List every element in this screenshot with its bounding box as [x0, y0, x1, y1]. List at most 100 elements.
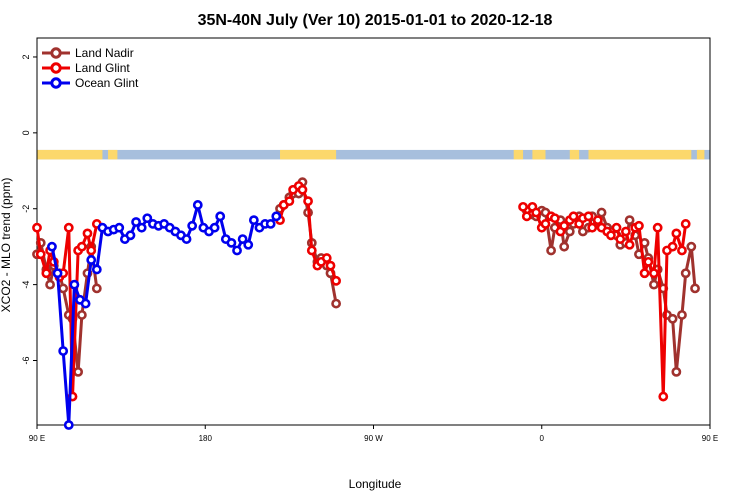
x-tick-label: 90 E	[29, 434, 45, 443]
x-axis: 90 E 180 90 W 0 90 E	[29, 425, 718, 443]
data-point	[331, 275, 342, 286]
data-point	[91, 283, 102, 294]
data-point	[606, 230, 616, 241]
data-point	[649, 279, 659, 290]
data-point	[592, 215, 603, 226]
legend: Land Nadir Land Glint Ocean Glint	[42, 46, 139, 90]
data-point	[549, 213, 560, 224]
map-land	[696, 149, 705, 160]
x-tick-label: 180	[199, 434, 213, 443]
data-point	[76, 310, 87, 320]
y-tick-label: -6	[21, 356, 31, 364]
series-ocean-glint	[47, 200, 282, 430]
legend-item-land-glint: Land Glint	[42, 61, 130, 75]
data-point	[624, 239, 635, 250]
x-axis-label: Longitude	[349, 477, 402, 491]
data-point	[649, 268, 659, 279]
data-point	[181, 234, 192, 244]
data-point	[564, 226, 575, 237]
map-land	[588, 149, 692, 160]
data-point	[303, 196, 313, 207]
data-point	[596, 207, 607, 218]
y-tick-label: 2	[21, 54, 31, 59]
map-land	[532, 149, 546, 160]
data-point	[125, 230, 136, 241]
data-point	[518, 201, 528, 212]
chart-title: 35N-40N July (Ver 10) 2015-01-01 to 2020…	[198, 12, 553, 29]
legend-label: Land Nadir	[75, 46, 134, 60]
data-point	[639, 268, 650, 279]
legend-item-ocean-glint: Ocean Glint	[42, 76, 139, 90]
data-point	[73, 366, 84, 377]
data-point	[69, 279, 80, 290]
series-layer	[32, 177, 700, 430]
data-point	[531, 207, 542, 218]
data-point	[114, 222, 125, 233]
data-point	[546, 245, 556, 256]
data-point	[680, 268, 691, 279]
data-point	[297, 184, 308, 195]
data-point	[52, 268, 63, 279]
data-point	[58, 283, 69, 294]
y-axis: 2 0 -2 -4 -6	[21, 54, 37, 365]
map-land	[108, 149, 118, 160]
data-point	[658, 391, 669, 402]
data-point	[226, 237, 237, 248]
data-point	[583, 211, 594, 222]
data-point	[325, 260, 336, 271]
data-point	[615, 234, 626, 244]
data-point	[680, 219, 691, 229]
data-point	[187, 220, 198, 231]
data-point	[624, 215, 635, 226]
map-land	[37, 149, 103, 160]
data-point	[559, 220, 570, 231]
data-point	[587, 222, 598, 233]
data-point	[671, 366, 682, 377]
data-point	[232, 245, 242, 256]
data-point	[634, 220, 644, 231]
data-point	[331, 298, 342, 309]
data-point	[652, 222, 663, 233]
data-point	[271, 211, 282, 222]
data-point	[686, 241, 697, 252]
data-point	[35, 249, 46, 260]
data-point	[306, 245, 317, 256]
y-tick-label: 0	[21, 130, 31, 135]
data-point	[58, 346, 69, 356]
data-point	[63, 420, 74, 430]
data-point	[677, 310, 687, 320]
data-point	[643, 256, 654, 267]
data-point	[45, 279, 55, 290]
data-point	[91, 264, 102, 275]
legend-label: Land Glint	[75, 61, 130, 75]
data-point	[620, 226, 631, 237]
x-tick-label: 90 W	[364, 434, 383, 443]
data-point	[86, 245, 97, 256]
series-land-nadir	[32, 177, 700, 377]
data-point	[568, 211, 579, 222]
data-point	[237, 234, 248, 244]
x-tick-label: 0	[540, 434, 545, 443]
data-point	[80, 298, 91, 309]
y-tick-label: -2	[21, 205, 31, 213]
data-point	[192, 200, 203, 210]
data-point	[559, 241, 570, 252]
legend-label: Ocean Glint	[75, 76, 139, 90]
data-point	[284, 196, 295, 207]
data-point	[690, 283, 700, 294]
x-tick-label: 90 E	[702, 434, 718, 443]
series-land-glint	[32, 181, 691, 402]
map-land	[569, 149, 580, 160]
data-point	[248, 215, 259, 226]
map-strip	[37, 149, 710, 160]
data-point	[265, 219, 276, 229]
map-land	[280, 149, 337, 160]
data-point	[76, 241, 87, 252]
map-ocean	[37, 149, 710, 160]
data-point	[521, 211, 532, 222]
y-axis-label: XCO2 - MLO trend (ppm)	[0, 178, 13, 313]
data-point	[243, 239, 254, 250]
y-tick-label: -4	[21, 281, 31, 289]
data-point	[131, 217, 141, 227]
